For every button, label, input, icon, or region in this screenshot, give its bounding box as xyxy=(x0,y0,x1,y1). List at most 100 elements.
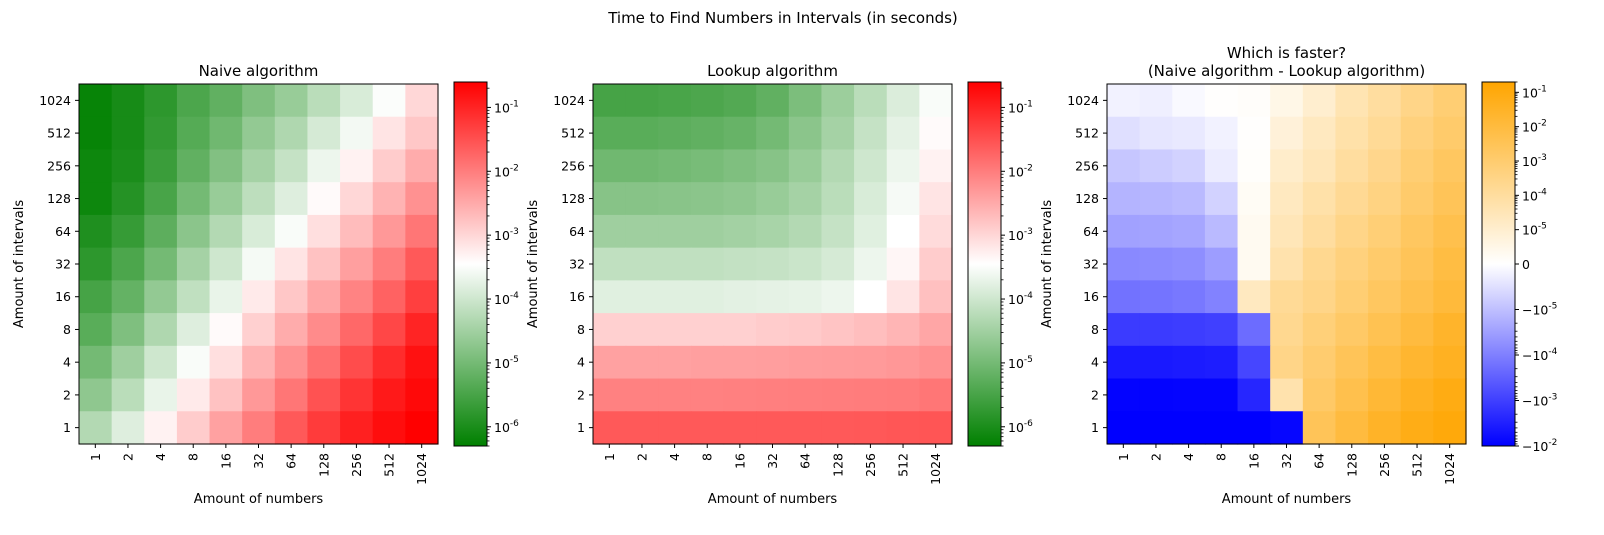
x-tick-label: 16 xyxy=(1246,453,1261,469)
heatmap-cell xyxy=(1172,149,1206,183)
heatmap-cell xyxy=(372,345,406,380)
heatmap-cell xyxy=(919,214,953,249)
heatmap-cell xyxy=(1368,280,1402,314)
heatmap-cell xyxy=(1172,182,1206,216)
heatmap-cell xyxy=(1302,116,1337,151)
heatmap-cell xyxy=(854,345,888,380)
heatmap-cell xyxy=(854,411,888,445)
y-tick-label: 8 xyxy=(577,322,585,337)
heatmap-cell xyxy=(242,313,276,347)
heatmap-cell xyxy=(886,116,920,151)
heatmap-cell xyxy=(242,411,276,445)
heatmap-cell xyxy=(79,84,113,118)
heatmap-cell xyxy=(886,84,920,118)
heatmap-cell xyxy=(1335,378,1369,412)
heatmap-cell xyxy=(209,411,243,445)
x-tick-label: 512 xyxy=(896,453,911,477)
heatmap-cell xyxy=(625,411,659,445)
y-tick-label: 32 xyxy=(569,257,585,272)
heatmap-cell xyxy=(176,378,211,412)
heatmap-cell xyxy=(919,84,953,118)
heatmap-cell xyxy=(1400,116,1434,151)
heatmap-cell xyxy=(274,214,309,249)
y-tick-label: 64 xyxy=(569,224,585,239)
heatmap-cell xyxy=(919,345,953,380)
colorbar-gradient xyxy=(967,81,1002,447)
heatmap-cell xyxy=(1204,84,1239,118)
heatmap-cell xyxy=(756,378,790,412)
x-axis-label: Amount of numbers xyxy=(708,492,838,507)
x-tick-label: 128 xyxy=(316,453,331,477)
x-tick-label: 256 xyxy=(863,453,878,477)
heatmap-cell xyxy=(1107,84,1141,118)
x-tick-label: 1 xyxy=(602,453,617,461)
heatmap-cell xyxy=(919,313,953,347)
colorbar-tick-label: 10-3 xyxy=(1522,153,1547,169)
heatmap-cell xyxy=(1400,313,1434,347)
heatmap-cell xyxy=(788,182,823,216)
heatmap-cell xyxy=(756,411,790,445)
colorbar-tick-label: 10-2 xyxy=(1008,163,1033,179)
heatmap-cell xyxy=(405,149,439,183)
heatmap-cell xyxy=(1139,280,1173,314)
heatmap-cell xyxy=(79,116,113,151)
x-tick-label: 8 xyxy=(700,453,715,461)
heatmap-cell xyxy=(756,345,790,380)
colorbar-tick-label: 10-5 xyxy=(494,355,519,371)
heatmap-cell xyxy=(1172,84,1206,118)
heatmap-cell xyxy=(1139,378,1173,412)
heatmap-cell xyxy=(821,280,855,314)
heatmap-cell xyxy=(886,345,920,380)
y-tick-label: 1024 xyxy=(39,93,71,108)
heatmap-cell xyxy=(405,378,439,412)
heatmap-cell xyxy=(111,411,145,445)
x-tick-label: 4 xyxy=(153,453,168,461)
heatmap-cell xyxy=(274,149,309,183)
y-axis-label: Amount of intervals xyxy=(526,200,541,328)
heatmap-cell xyxy=(886,149,920,183)
heatmap-cell xyxy=(788,116,823,151)
heatmap-cell xyxy=(821,182,855,216)
x-tick-label: 256 xyxy=(1377,453,1392,477)
y-tick-label: 1 xyxy=(63,420,71,435)
heatmap-cell xyxy=(690,182,725,216)
heatmap-cell xyxy=(690,214,725,249)
heatmap-cell xyxy=(242,214,276,249)
x-tick-label: 4 xyxy=(1181,453,1196,461)
x-tick-label: 2 xyxy=(120,453,135,461)
colorbar: 10-6 10-5 10-4 10-3 10-2 10-1 xyxy=(453,81,519,447)
colorbar-tick-label: 0 xyxy=(1522,257,1530,272)
x-tick-label: 1 xyxy=(88,453,103,461)
x-tick-label: 128 xyxy=(830,453,845,477)
heatmap-cell xyxy=(1302,378,1337,412)
heatmap-cell xyxy=(1172,378,1206,412)
heatmap-cell xyxy=(1368,214,1402,249)
heatmap-cell xyxy=(1172,280,1206,314)
heatmap-cell xyxy=(307,84,341,118)
heatmap-cell xyxy=(111,378,145,412)
x-axis-label: Amount of numbers xyxy=(1222,492,1352,507)
heatmap-cell xyxy=(1400,411,1434,445)
heatmap-cell xyxy=(340,280,374,314)
heatmap-cell xyxy=(593,280,627,314)
heatmap-cells xyxy=(1107,84,1467,445)
heatmap-cell xyxy=(1400,247,1434,281)
heatmap-cell xyxy=(658,411,692,445)
heatmap-cell xyxy=(1302,84,1337,118)
heatmap-cell xyxy=(756,116,790,151)
heatmap-cell xyxy=(79,378,113,412)
heatmap-cell xyxy=(307,247,341,281)
heatmap-cell xyxy=(1433,313,1467,347)
heatmap-cell xyxy=(1335,149,1369,183)
heatmap-cell xyxy=(1204,378,1239,412)
x-axis-label: Amount of numbers xyxy=(194,492,324,507)
heatmap-cell xyxy=(1270,182,1304,216)
heatmap-cell xyxy=(111,214,145,249)
heatmap-cell xyxy=(1335,313,1369,347)
heatmap-cell xyxy=(79,182,113,216)
heatmap-cell xyxy=(854,116,888,151)
colorbar-tick-label: 10-2 xyxy=(494,163,519,179)
heatmap-cell xyxy=(1107,116,1141,151)
x-tick-label: 1024 xyxy=(414,453,429,485)
heatmap-cell xyxy=(1107,247,1141,281)
